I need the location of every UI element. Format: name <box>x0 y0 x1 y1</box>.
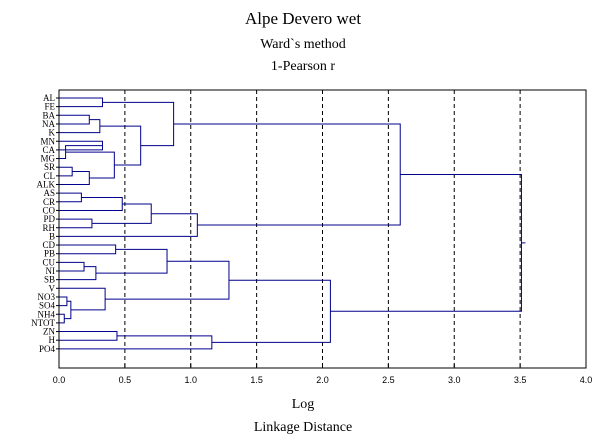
dendrogram-link <box>59 171 90 185</box>
dendrogram-link <box>173 123 401 226</box>
dendrogram-link <box>59 119 101 134</box>
dendrogram-link <box>59 114 90 125</box>
x-tick-label: 4.0 <box>580 375 593 385</box>
chart-subtitle-metric: 1-Pearson r <box>271 59 335 74</box>
dendrogram-link <box>59 97 103 108</box>
leaf-label: B <box>49 231 55 241</box>
leaf-label: AS <box>43 188 55 198</box>
dendrogram-links <box>59 97 526 350</box>
dendrogram-link <box>59 140 103 151</box>
grid-lines <box>124 90 521 368</box>
dendrogram-link <box>59 261 85 272</box>
dendrogram-link <box>59 313 65 324</box>
x-tick-label: 0.5 <box>119 375 132 385</box>
leaf-label: PO4 <box>39 344 56 354</box>
chart-subtitle-method: Ward`s method <box>260 37 346 52</box>
x-tick-label: 1.0 <box>184 375 197 385</box>
x-tick-label: 2.0 <box>316 375 329 385</box>
leaf-label: PD <box>43 214 55 224</box>
dendrogram-link <box>59 218 93 229</box>
dendrogram-link <box>102 101 175 147</box>
leaf-label: NO3 <box>38 292 56 302</box>
x-axis-label: Log <box>292 397 315 412</box>
dendrogram-link <box>91 203 152 224</box>
plot-frame <box>58 89 587 369</box>
leaf-label: K <box>49 128 56 138</box>
leaf-label: PB <box>44 249 55 259</box>
leaf-label: H <box>49 335 56 345</box>
leaf-label: NH4 <box>38 309 56 319</box>
dendrogram-link <box>64 300 72 320</box>
leaf-label: ALK <box>37 180 56 190</box>
dendrogram-link <box>330 173 522 312</box>
dendrogram-link <box>59 166 73 177</box>
leaf-label: MG <box>40 154 55 164</box>
dendrogram-link <box>59 196 123 211</box>
leaf-label: NTOT <box>31 318 55 328</box>
leaf-label: SR <box>44 162 55 172</box>
dendrogram-link <box>59 335 213 350</box>
chart-title: Alpe Devero wet <box>245 9 361 28</box>
leaf-label: NI <box>46 266 56 276</box>
x-tick-label: 3.0 <box>448 375 461 385</box>
dendrogram-link <box>59 296 68 307</box>
dendrogram-link <box>59 192 82 203</box>
dendrogram-link <box>59 244 117 255</box>
leaf-label: CL <box>43 171 55 181</box>
leaf-label: CR <box>43 197 55 207</box>
leaf-label: ZN <box>43 327 55 337</box>
dendrogram-link <box>59 287 106 311</box>
leaf-label: CU <box>42 257 55 267</box>
leaf-labels: ALFEBANAKMNCAMGSRCLALKASCRCOPDRHBCDPBCUN… <box>31 93 59 354</box>
dendrogram-link <box>59 331 118 341</box>
dendrogram-link <box>59 266 97 281</box>
leaf-label: AL <box>43 93 55 103</box>
leaf-label: SB <box>44 275 55 285</box>
x-tick-label: 2.5 <box>382 375 395 385</box>
dendrogram-link <box>211 279 331 343</box>
leaf-label: BA <box>42 110 55 120</box>
dendrogram-link <box>65 151 115 179</box>
leaf-label: MN <box>40 136 55 146</box>
leaf-label: NA <box>42 119 55 129</box>
x-tick-label: 1.5 <box>250 375 263 385</box>
x-tick-label: 3.5 <box>514 375 527 385</box>
x-axis-label-2: Linkage Distance <box>254 420 352 435</box>
leaf-label: SO4 <box>39 301 56 311</box>
dendrogram-link <box>99 125 142 166</box>
dendrogram-link <box>95 248 168 274</box>
x-axis-ticks: 0.0 0.5 1.0 1.5 2.0 2.5 3.0 3.5 4.0 <box>53 364 593 385</box>
leaf-label: CA <box>42 145 55 155</box>
leaf-label: FE <box>44 102 55 112</box>
leaf-label: CD <box>42 240 55 250</box>
leaf-label: CO <box>42 205 55 215</box>
leaf-label: V <box>49 283 56 293</box>
x-tick-label: 0.0 <box>53 375 66 385</box>
leaf-label: RH <box>42 223 55 233</box>
dendrogram-link <box>59 213 198 237</box>
